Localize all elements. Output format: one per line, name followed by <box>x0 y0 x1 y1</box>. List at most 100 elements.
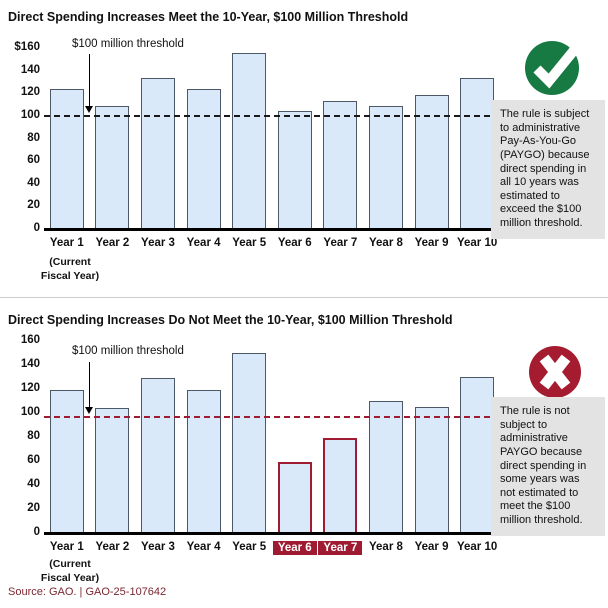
y-axis-tick: 60 <box>27 454 40 466</box>
x-axis-label-slot: Year 7 <box>318 237 364 249</box>
threshold-annotation-label: $100 million threshold <box>72 345 184 357</box>
paygo-note: The rule is subject to administrative Pa… <box>491 100 605 239</box>
threshold-annotation-label: $100 million threshold <box>72 38 184 50</box>
check-icon <box>523 36 585 103</box>
x-axis-label: Year 6 <box>272 541 317 555</box>
bar-year-6 <box>277 111 312 228</box>
bar-slot <box>409 340 455 532</box>
x-axis-label: Year 4 <box>186 237 221 249</box>
bar-year-8 <box>368 401 403 532</box>
current-fiscal-year-note: (Current Fiscal Year) <box>24 557 116 585</box>
y-axis: 160 140 120 100 80 60 40 20 0 <box>0 334 40 538</box>
bar-year-2 <box>95 408 130 532</box>
x-axis-label: Year 1 <box>49 237 84 249</box>
x-axis-labels: Year 1 Year 2 Year 3 Year 4 Year 5 Year 6 Year… <box>44 541 500 555</box>
bar-slot <box>226 47 272 228</box>
y-axis-tick: 0 <box>33 526 40 538</box>
x-axis-label: Year 10 <box>456 541 498 553</box>
x-axis-label: Year 7 <box>323 237 358 249</box>
bar-slot <box>90 340 136 532</box>
bar-year-5 <box>232 52 267 228</box>
y-axis-tick: 140 <box>20 358 40 370</box>
bar-year-8 <box>368 105 403 228</box>
bar-slot <box>409 47 455 228</box>
x-axis-label: Year 8 <box>369 237 403 249</box>
bar-slot <box>90 47 136 228</box>
chart-does-not-meet-threshold: Direct Spending Increases Do Not Meet th… <box>0 300 608 590</box>
y-axis-tick: 100 <box>20 108 40 121</box>
x-axis-label-slot: Year 1 <box>44 237 90 249</box>
y-axis-tick: 160 <box>20 334 40 346</box>
bar-year-3 <box>140 77 175 228</box>
chart-meets-threshold: Direct Spending Increases Meet the 10-Ye… <box>0 0 608 296</box>
sublabel-line-2: Fiscal Year) <box>40 572 100 585</box>
x-axis-label: Year 10 <box>456 237 498 249</box>
x-axis-label-slot: Year 5 <box>226 237 272 249</box>
y-axis-tick: 120 <box>20 382 40 394</box>
x-axis-label-slot: Year 7 <box>318 541 364 555</box>
x-axis-label: Year 2 <box>95 237 130 249</box>
bar-year-10 <box>460 377 495 532</box>
y-axis-tick: 40 <box>27 176 40 189</box>
x-axis-label: Year 1 <box>49 541 84 553</box>
y-axis-tick: $160 <box>14 41 40 53</box>
x-axis-label-slot: Year 3 <box>135 541 181 555</box>
x-axis-label: Year 3 <box>141 541 175 553</box>
sublabel-line-2: Fiscal Year) <box>40 270 100 283</box>
bar-year-7 <box>323 101 358 228</box>
x-axis-label: Year 2 <box>95 541 130 553</box>
x-axis-label-slot: Year 3 <box>135 237 181 249</box>
x-axis-label-slot: Year 6 <box>272 237 318 249</box>
bar-year-1 <box>49 390 84 532</box>
bars-container <box>44 47 500 228</box>
x-axis-label-slot: Year 5 <box>226 541 272 555</box>
x-axis-label: Year 9 <box>414 237 449 249</box>
bar-slot <box>454 47 500 228</box>
section-divider <box>0 297 608 298</box>
plot-area <box>44 340 500 535</box>
plot-area <box>44 47 500 231</box>
x-axis-label: Year 6 <box>277 237 312 249</box>
bar-slot <box>318 47 364 228</box>
x-axis-label-slot: Year 4 <box>181 541 227 555</box>
x-axis-labels: Year 1 Year 2 Year 3 Year 4 Year 5 Year 6 Year… <box>44 237 500 249</box>
bar-slot <box>135 47 181 228</box>
bar-year-7 <box>323 438 358 532</box>
bar-slot <box>44 47 90 228</box>
x-axis-label-slot: Year 4 <box>181 237 227 249</box>
y-axis-tick: 40 <box>27 478 40 490</box>
sublabel-line-1: (Current <box>49 558 91 570</box>
y-axis-tick: 120 <box>20 86 40 99</box>
x-axis-label-slot: Year 6 <box>272 541 318 555</box>
bar-slot <box>318 340 364 532</box>
y-axis: $160 140 120 100 80 60 40 20 0 <box>0 41 40 234</box>
arrow-down-icon <box>85 106 93 113</box>
chart-title: Direct Spending Increases Do Not Meet th… <box>8 313 453 327</box>
x-axis-label: Year 3 <box>141 237 175 249</box>
bar-year-2 <box>95 105 130 228</box>
x-axis-label: Year 9 <box>414 541 449 553</box>
x-axis-label-slot: Year 10 <box>454 541 500 555</box>
bar-slot <box>44 340 90 532</box>
x-axis-label-slot: Year 9 <box>409 541 455 555</box>
y-axis-tick: 60 <box>27 154 40 167</box>
paygo-note: The rule is not subject to administrativ… <box>491 397 605 536</box>
bar-year-4 <box>186 390 221 532</box>
bar-slot <box>181 47 227 228</box>
x-axis-label-slot: Year 9 <box>409 237 455 249</box>
bar-year-9 <box>414 407 449 532</box>
threshold-arrow-line <box>89 362 90 407</box>
current-fiscal-year-note: (Current Fiscal Year) <box>24 255 116 283</box>
x-axis-label-slot: Year 1 <box>44 541 90 555</box>
x-axis-label-slot: Year 8 <box>363 541 409 555</box>
y-axis-tick: 100 <box>20 406 40 418</box>
x-axis-label: Year 5 <box>232 541 267 553</box>
threshold-line <box>44 114 500 117</box>
x-axis-label-slot: Year 2 <box>90 541 136 555</box>
x-icon <box>526 343 584 406</box>
bar-slot <box>272 47 318 228</box>
source-line: Source: GAO. | GAO-25-107642 <box>8 586 167 598</box>
bar-year-3 <box>140 378 175 532</box>
y-axis-tick: 80 <box>27 430 40 442</box>
threshold-arrow-line <box>89 54 90 106</box>
